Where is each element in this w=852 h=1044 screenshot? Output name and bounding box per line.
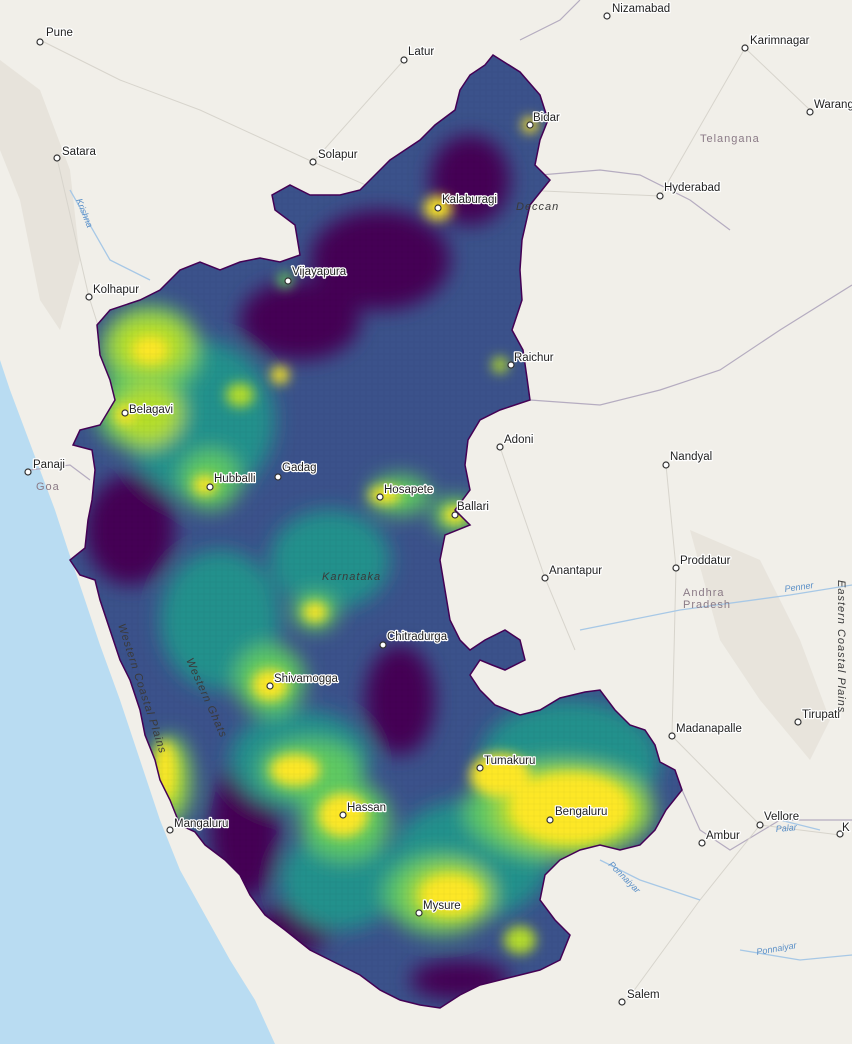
karnataka-label: Karnataka: [322, 571, 381, 583]
satara-label: Satara: [62, 146, 96, 158]
kolhapur-marker[interactable]: [85, 293, 93, 301]
hosapete-label: Hosapete: [384, 484, 433, 496]
proddatur-label: Proddatur: [680, 555, 731, 567]
panaji-label: Panaji: [33, 459, 65, 471]
satara-marker[interactable]: [53, 154, 61, 162]
ballari-label: Ballari: [457, 501, 489, 513]
madanapalle-marker[interactable]: [668, 732, 676, 740]
anantapur-marker[interactable]: [541, 574, 549, 582]
deccan-label: Deccan: [516, 201, 559, 213]
nandyal-label: Nandyal: [670, 451, 712, 463]
pune-marker[interactable]: [36, 38, 44, 46]
hassan-marker[interactable]: [339, 811, 347, 819]
anantapur-label: Anantapur: [549, 565, 602, 577]
salem-label: Salem: [627, 989, 660, 1001]
madanapalle-label: Madanapalle: [676, 723, 742, 735]
solapur-label: Solapur: [318, 149, 358, 161]
andhra-pradesh-1-label: Andhra: [683, 587, 724, 599]
vellore-label: Vellore: [764, 811, 799, 823]
chitradurga-marker[interactable]: [379, 641, 387, 649]
latur-marker[interactable]: [400, 56, 408, 64]
ambur-label: Ambur: [706, 830, 740, 842]
raichur-label: Raichur: [514, 352, 554, 364]
nizamabad-marker[interactable]: [603, 12, 611, 20]
belagavi-marker[interactable]: [121, 409, 129, 417]
shivamogga-marker[interactable]: [266, 682, 274, 690]
ballari-marker[interactable]: [451, 511, 459, 519]
panaji-marker[interactable]: [24, 468, 32, 476]
kalaburagi-label: Kalaburagi: [442, 194, 497, 206]
hyderabad-marker[interactable]: [656, 192, 664, 200]
salem-marker[interactable]: [618, 998, 626, 1006]
raichur-marker[interactable]: [507, 361, 515, 369]
proddatur-marker[interactable]: [672, 564, 680, 572]
tumakuru-label: Tumakuru: [484, 755, 535, 767]
mangaluru-label: Mangaluru: [174, 818, 228, 830]
andhra-pradesh-2-label: Pradesh: [683, 599, 731, 611]
vijayapura-label: Vijayapura: [292, 266, 347, 278]
bengaluru-marker[interactable]: [546, 816, 554, 824]
mysure-marker[interactable]: [415, 909, 423, 917]
hyderabad-label: Hyderabad: [664, 182, 720, 194]
pune-label: Pune: [46, 27, 73, 39]
kolhapur-label: Kolhapur: [93, 284, 139, 296]
eastern-coastal-plains-label: Eastern Coastal Plains: [835, 580, 847, 713]
gadag-marker[interactable]: [274, 473, 282, 481]
shivamogga-label: Shivamogga: [274, 673, 339, 685]
nizamabad-label: Nizamabad: [612, 3, 670, 15]
hubballi-label: Hubballi: [214, 473, 256, 485]
hosapete-marker[interactable]: [376, 493, 384, 501]
tumakuru-marker[interactable]: [476, 764, 484, 772]
telangana-label: Telangana: [700, 133, 760, 145]
nandyal-marker[interactable]: [662, 461, 670, 469]
karimnagar-marker[interactable]: [741, 44, 749, 52]
rivers: [69, 189, 852, 961]
adoni-label: Adoni: [504, 434, 533, 446]
palar-label: Palar: [775, 822, 798, 834]
gadag-label: Gadag: [282, 462, 317, 474]
warangal-label: Warang: [814, 99, 852, 111]
adoni-marker[interactable]: [496, 443, 504, 451]
edge-k-marker[interactable]: [836, 830, 844, 838]
latur-label: Latur: [408, 46, 434, 58]
state-boundaries: [29, 0, 852, 851]
mangaluru-marker[interactable]: [166, 826, 174, 834]
bidar-marker[interactable]: [526, 121, 534, 129]
kalaburagi-marker[interactable]: [434, 204, 442, 212]
chitradurga-label: Chitradurga: [387, 631, 448, 643]
solapur-marker[interactable]: [309, 158, 317, 166]
hubballi-marker[interactable]: [206, 483, 214, 491]
tirupati-marker[interactable]: [794, 718, 802, 726]
belagavi-label: Belagavi: [129, 404, 173, 416]
goa-label: Goa: [36, 481, 60, 493]
vijayapura-marker[interactable]: [284, 277, 292, 285]
hassan-label: Hassan: [347, 802, 386, 814]
warangal-marker[interactable]: [806, 108, 814, 116]
ambur-marker[interactable]: [698, 839, 706, 847]
bidar-label: Bidar: [533, 112, 560, 124]
eastern-relief: [690, 530, 830, 760]
vellore-marker[interactable]: [756, 821, 764, 829]
penner-label: Penner: [784, 580, 815, 594]
bengaluru-label: Bengaluru: [555, 806, 607, 818]
karimnagar-label: Karimnagar: [750, 35, 810, 47]
edge-k-label: K: [842, 822, 850, 834]
arabian-sea: [0, 360, 275, 1044]
mysure-label: Mysure: [423, 900, 461, 912]
western-ghats-relief: [0, 60, 80, 330]
tirupati-label: Tirupati: [802, 709, 840, 721]
